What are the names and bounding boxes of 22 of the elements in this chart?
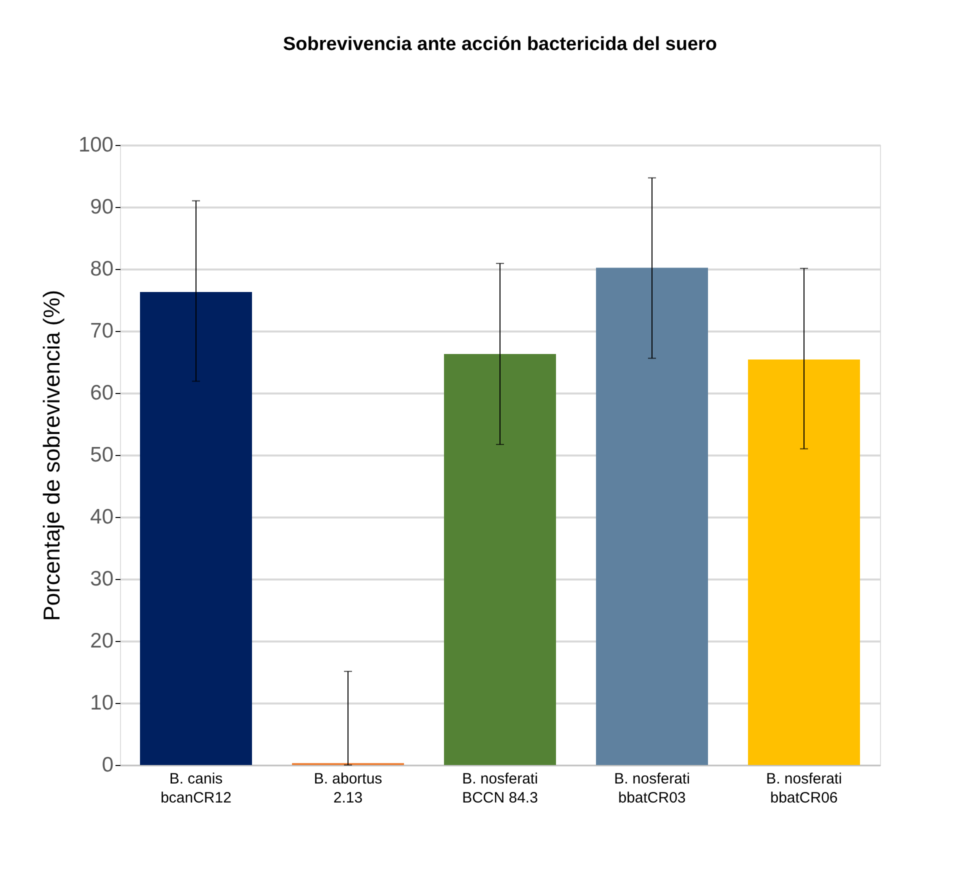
bar [140, 292, 252, 765]
x-tick-label: B. abortus 2.13 [314, 770, 382, 806]
y-tick-label: 70 [90, 320, 114, 342]
y-tick-label: 60 [90, 382, 114, 404]
chart-title: Sobrevivencia ante acción bactericida del suero [282, 34, 718, 55]
y-tick-label: 90 [90, 196, 114, 218]
y-tick-label: 30 [90, 568, 114, 590]
y-tick-label: 20 [90, 630, 114, 652]
y-axis-title: Porcentaje de sobrevivencia (%) [38, 290, 64, 622]
x-tick-label: B. canis bcanCR12 [160, 770, 232, 806]
y-tick-label: 100 [78, 134, 114, 156]
x-tick-label: B. nosferati bbatCR06 [766, 770, 842, 806]
y-tick-label: 50 [90, 444, 114, 466]
bar [444, 354, 556, 765]
y-tick-label: 0 [102, 754, 114, 776]
bar [748, 360, 860, 765]
y-tick-label: 40 [90, 506, 114, 528]
x-tick-label: B. nosferati BCCN 84.3 [462, 770, 538, 806]
y-tick-label: 10 [90, 692, 114, 714]
x-tick-label: B. nosferati bbatCR03 [614, 770, 690, 806]
bar [596, 268, 708, 765]
y-tick-label: 80 [90, 258, 114, 280]
